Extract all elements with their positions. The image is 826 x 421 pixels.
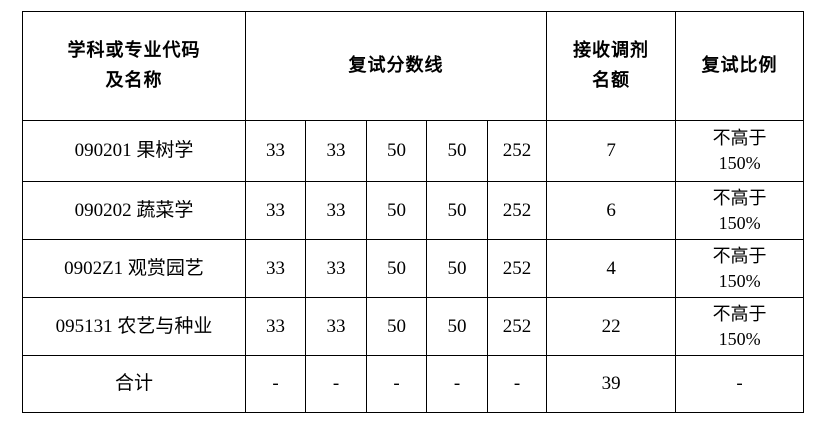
ratio-line1: 不高于 xyxy=(712,303,767,324)
ratio-line1: 不高于 xyxy=(712,245,767,266)
score-cell: 33 xyxy=(305,297,367,356)
major-name: 090201 果树学 xyxy=(22,120,246,182)
score-cell: 50 xyxy=(426,239,488,298)
score-cell: 33 xyxy=(305,239,367,298)
header-ratio: 复试比例 xyxy=(675,11,805,121)
quota-cell: 6 xyxy=(546,181,677,240)
header-row: 学科或专业代码 及名称 复试分数线 接收调剂名额 复试比例 xyxy=(22,11,805,121)
score-cell: 252 xyxy=(486,120,548,182)
score-cell: 33 xyxy=(245,297,306,356)
quota-cell: 22 xyxy=(546,297,677,356)
score-cell: 50 xyxy=(366,297,427,356)
quota-cell: 4 xyxy=(546,239,677,298)
table-row: 0902Z1 观赏园艺 33 33 50 50 252 4 不高于 150% xyxy=(22,239,805,298)
table-row: 095131 农艺与种业 33 33 50 50 252 22 不高于 150% xyxy=(22,297,805,356)
score-cell: 33 xyxy=(245,239,306,298)
score-cell: 50 xyxy=(426,120,488,182)
major-name: 090202 蔬菜学 xyxy=(22,181,246,240)
score-cell: 33 xyxy=(305,120,367,182)
score-cell: 33 xyxy=(305,181,367,240)
ratio-line1: 不高于 xyxy=(712,128,767,148)
header-quota: 接收调剂 名额 xyxy=(546,11,677,121)
header-major-line1: 学科或专业代码 xyxy=(67,40,201,61)
ratio-line1: 不高于 xyxy=(712,187,767,208)
total-ratio: - xyxy=(675,355,805,413)
quota-cell: 7 xyxy=(546,120,677,182)
score-cell: 252 xyxy=(486,297,548,356)
total-quota: 39 xyxy=(546,355,677,413)
major-name: 095131 农艺与种业 xyxy=(22,297,246,356)
score-cell: 33 xyxy=(245,120,306,182)
admission-table: 学科或专业代码 及名称 复试分数线 接收调剂 名额 复试比例 090201 果树学 3… xyxy=(22,11,805,413)
score-cell: 33 xyxy=(245,181,306,240)
ratio-line2: 150% xyxy=(718,270,761,291)
header-quota-line1: 接收调剂 xyxy=(573,40,650,61)
header-major: 学科或专业代码 及名称 xyxy=(22,11,246,121)
ratio-cell: 不高于 150% xyxy=(675,120,805,182)
header-scores: 复试分数线 xyxy=(244,11,548,121)
score-cell: 50 xyxy=(426,297,488,356)
total-score: - xyxy=(245,355,306,413)
score-cell: 252 xyxy=(486,181,548,240)
ratio-line2: 150% xyxy=(718,153,761,173)
ratio-line2: 150% xyxy=(718,328,761,349)
total-label: 合计 xyxy=(22,355,246,413)
ratio-cell: 不高于 150% xyxy=(675,181,805,240)
score-cell: 50 xyxy=(366,239,427,298)
ratio-line2: 150% xyxy=(718,212,761,233)
total-score: - xyxy=(486,355,548,413)
total-score: - xyxy=(305,355,367,413)
header-major-line2: 及名称 xyxy=(105,70,163,91)
score-cell: 50 xyxy=(366,120,427,182)
total-score: - xyxy=(426,355,488,413)
header-quota-line2: 名额 xyxy=(592,70,631,91)
score-cell: 252 xyxy=(486,239,548,298)
ratio-cell: 不高于 150% xyxy=(675,239,805,298)
major-name: 0902Z1 观赏园艺 xyxy=(22,239,246,298)
score-cell: 50 xyxy=(366,181,427,240)
total-row: 合计 - - - - - 39 - xyxy=(22,355,805,413)
table-row: 090202 蔬菜学 33 33 50 50 252 6 不高于 150% xyxy=(22,181,805,240)
ratio-cell: 不高于 150% xyxy=(675,297,805,356)
score-cell: 50 xyxy=(426,181,488,240)
table-row: 090201 果树学 33 33 50 50 252 7 不高于 150% xyxy=(22,120,805,182)
total-score: - xyxy=(366,355,427,413)
